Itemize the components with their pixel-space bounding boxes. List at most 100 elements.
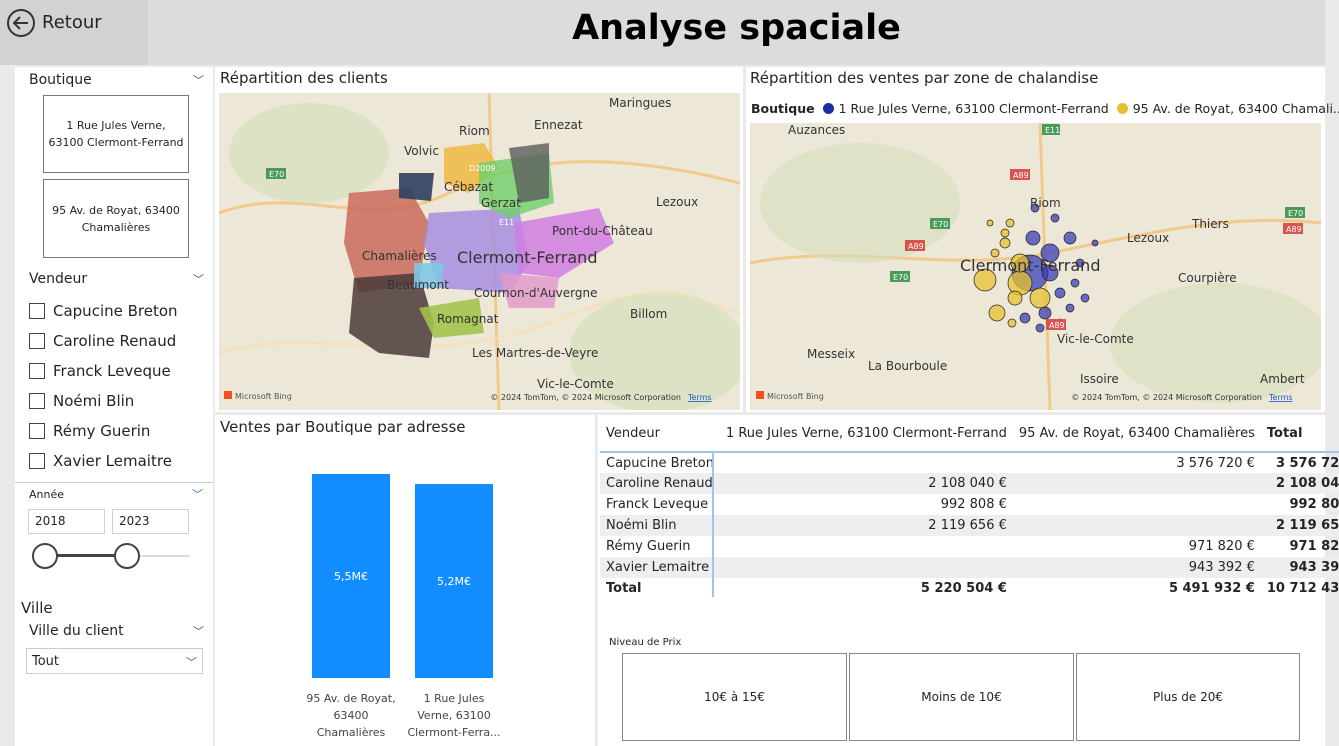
- table-row[interactable]: Rémy Guerin 971 820 € 971 820 €: [600, 536, 1339, 557]
- bubble-jules-verne[interactable]: [1030, 203, 1040, 213]
- vendeur-checkbox[interactable]: Caroline Renaud: [29, 326, 178, 356]
- bubble-royat[interactable]: [990, 248, 1000, 258]
- place-label: Beaumont: [387, 278, 449, 292]
- bar[interactable]: [415, 484, 493, 678]
- data-label: 5,2M€: [437, 575, 471, 588]
- bubble-jules-verne[interactable]: [1065, 303, 1075, 313]
- boutique-option-jules-verne[interactable]: 1 Rue Jules Verne, 63100 Clermont-Ferran…: [43, 95, 189, 173]
- vendeur-name: Capucine Breton: [53, 302, 178, 320]
- year-slider-range: [45, 554, 127, 557]
- bubble-royat[interactable]: [988, 304, 1006, 322]
- bubble-jules-verne[interactable]: [1054, 287, 1066, 299]
- value-cell: 2 119 656 €: [719, 515, 1013, 536]
- road-label: D2009: [469, 164, 496, 173]
- year-to-input[interactable]: 2023: [112, 509, 189, 534]
- vendeur-name: Xavier Lemaitre: [53, 452, 172, 470]
- map-clients[interactable]: Maringues Ennezat Riom Volvic Cébazat Ge…: [219, 93, 740, 410]
- vendeur-checkbox[interactable]: Xavier Lemaitre: [29, 446, 178, 476]
- bubble-royat[interactable]: [999, 237, 1011, 249]
- legend-item[interactable]: 1 Rue Jules Verne, 63100 Clermont-Ferran…: [838, 101, 1109, 116]
- value-cell: [719, 557, 1013, 578]
- bubble-jules-verne[interactable]: [1075, 258, 1085, 268]
- column-header[interactable]: 1 Rue Jules Verne, 63100 Clermont-Ferran…: [725, 426, 1007, 441]
- bubble-jules-verne[interactable]: [1019, 312, 1031, 324]
- place-label: Chamalières: [362, 249, 437, 263]
- bubble-royat[interactable]: [1000, 228, 1010, 238]
- road-label: E11: [499, 218, 514, 227]
- bar-chart-visual: [215, 415, 595, 746]
- checkbox-icon: [29, 303, 45, 319]
- column-header[interactable]: Vendeur: [606, 426, 660, 441]
- value-cell: 2 108 040 €: [719, 473, 1013, 494]
- place-label: Clermont-Ferrand: [457, 248, 597, 267]
- bar[interactable]: [312, 474, 390, 678]
- place-label: Vic-le-Comte: [1057, 332, 1134, 346]
- value-cell: 2 119 656 €: [1260, 515, 1339, 536]
- vendeur-checkbox[interactable]: Franck Leveque: [29, 356, 178, 386]
- bubble-royat[interactable]: [986, 219, 994, 227]
- bubble-jules-verne[interactable]: [1070, 278, 1080, 288]
- bubble-royat[interactable]: [1029, 287, 1051, 309]
- year-slider-min-handle[interactable]: [32, 543, 58, 569]
- vendeur-checkbox[interactable]: Capucine Breton: [29, 296, 178, 326]
- table-row[interactable]: Franck Leveque 992 808 € 992 808 €: [600, 494, 1339, 515]
- total-cell: 10 712 436 €: [1266, 581, 1339, 596]
- value-cell: 2 108 040 €: [1260, 473, 1339, 494]
- prix-option[interactable]: Moins de 10€: [849, 653, 1074, 741]
- boutique-option-royat[interactable]: 95 Av. de Royat, 63400 Chamalières: [43, 179, 189, 258]
- place-label: Courpière: [1178, 271, 1237, 285]
- bubble-royat[interactable]: [973, 268, 997, 292]
- year-slider-max-handle[interactable]: [114, 543, 140, 569]
- table-row[interactable]: Capucine Breton 3 576 720 € 3 576 720 €: [600, 452, 1339, 473]
- bubble-royat[interactable]: [1007, 290, 1023, 306]
- bubble-jules-verne[interactable]: [1063, 231, 1077, 245]
- bubble-royat[interactable]: [1007, 318, 1017, 328]
- ville-dropdown[interactable]: Tout ﹀: [26, 648, 203, 674]
- bubble-jules-verne[interactable]: [1080, 293, 1090, 303]
- terms-link[interactable]: Terms: [1268, 393, 1293, 402]
- place-label: Clermont-Ferrand: [960, 256, 1100, 275]
- bubble-jules-verne[interactable]: [1038, 306, 1052, 320]
- prix-option[interactable]: Plus de 20€: [1076, 653, 1300, 741]
- place-label: Pont-du-Château: [552, 224, 653, 238]
- column-header[interactable]: Total: [1266, 426, 1303, 441]
- boutique-slicer-header[interactable]: Boutique ﹀: [29, 72, 204, 88]
- table-row[interactable]: Xavier Lemaitre 943 392 €943 392 €: [600, 557, 1339, 578]
- place-label: Thiers: [1191, 217, 1229, 231]
- chevron-down-icon[interactable]: ﹀: [192, 488, 203, 501]
- checkbox-icon: [29, 453, 45, 469]
- column-header[interactable]: 95 Av. de Royat, 63400 Chamalières: [1018, 426, 1255, 441]
- vendeur-checkbox[interactable]: Rémy Guerin: [29, 416, 178, 446]
- vendeur-cell: Capucine Breton: [606, 455, 714, 471]
- ville-slicer-header[interactable]: Ville du client ﹀: [29, 623, 204, 639]
- place-label: Vic-le-Comte: [537, 377, 614, 391]
- back-button[interactable]: Retour: [0, 0, 148, 65]
- vendeur-slicer-header[interactable]: Vendeur ﹀: [29, 271, 204, 287]
- vendeur-cell: Noémi Blin: [600, 515, 720, 536]
- road-label: E11: [1045, 126, 1060, 135]
- bubble-jules-verne[interactable]: [1041, 264, 1059, 282]
- bubble-royat[interactable]: [1010, 253, 1030, 273]
- prix-option[interactable]: 10€ à 15€: [622, 653, 847, 741]
- place-label: La Bourboule: [868, 359, 947, 373]
- bubble-royat[interactable]: [1005, 218, 1015, 228]
- bubble-jules-verne[interactable]: [1035, 323, 1045, 333]
- annee-label: Année: [29, 488, 65, 501]
- bubble-jules-verne[interactable]: [1091, 239, 1099, 247]
- road-label: E70: [269, 170, 284, 179]
- bubble-jules-verne[interactable]: [1040, 243, 1060, 263]
- year-from-input[interactable]: 2018: [28, 509, 105, 534]
- terms-link[interactable]: Terms: [687, 393, 712, 402]
- map-ventes[interactable]: Auzances Riom Thiers Lezoux Clermont-Fer…: [750, 123, 1321, 410]
- bubble-jules-verne[interactable]: [1025, 230, 1041, 246]
- vendeur-list: Capucine Breton Caroline Renaud Franck L…: [29, 296, 178, 476]
- legend-item[interactable]: 95 Av. de Royat, 63400 Chamali...: [1132, 101, 1339, 116]
- bubble-jules-verne[interactable]: [1050, 213, 1060, 223]
- header-bar: [0, 0, 1325, 65]
- vendeur-checkbox[interactable]: Noémi Blin: [29, 386, 178, 416]
- checkbox-icon: [29, 363, 45, 379]
- value-cell: [1012, 515, 1261, 536]
- place-label: Auzances: [788, 123, 845, 137]
